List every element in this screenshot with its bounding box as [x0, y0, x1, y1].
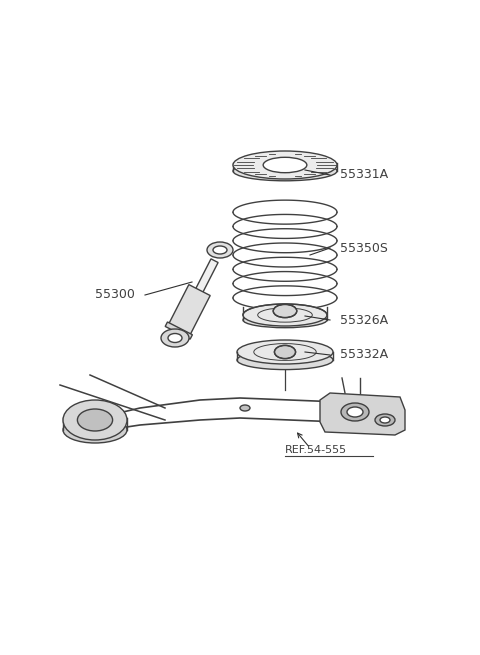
- Ellipse shape: [63, 400, 127, 440]
- Ellipse shape: [380, 417, 390, 423]
- Ellipse shape: [168, 333, 182, 343]
- Ellipse shape: [63, 417, 127, 443]
- Text: REF.54-555: REF.54-555: [285, 445, 347, 455]
- Ellipse shape: [77, 409, 113, 431]
- Ellipse shape: [237, 340, 333, 364]
- Ellipse shape: [273, 305, 297, 318]
- Ellipse shape: [347, 407, 363, 417]
- Text: 55300: 55300: [95, 288, 135, 301]
- Polygon shape: [165, 322, 192, 339]
- Ellipse shape: [243, 312, 327, 328]
- Ellipse shape: [341, 403, 369, 421]
- Ellipse shape: [233, 161, 337, 181]
- Ellipse shape: [161, 329, 189, 347]
- Ellipse shape: [233, 151, 337, 179]
- Ellipse shape: [240, 405, 250, 411]
- Polygon shape: [320, 393, 405, 435]
- Text: 55332A: 55332A: [340, 348, 388, 362]
- Text: 55331A: 55331A: [340, 168, 388, 181]
- Text: 55326A: 55326A: [340, 314, 388, 326]
- Text: 55350S: 55350S: [340, 242, 388, 255]
- Ellipse shape: [263, 157, 307, 173]
- Ellipse shape: [207, 242, 233, 258]
- Ellipse shape: [275, 345, 296, 358]
- Polygon shape: [168, 285, 210, 335]
- Ellipse shape: [237, 350, 333, 369]
- Ellipse shape: [213, 246, 227, 254]
- Ellipse shape: [243, 304, 327, 326]
- Ellipse shape: [375, 414, 395, 426]
- Polygon shape: [194, 259, 218, 295]
